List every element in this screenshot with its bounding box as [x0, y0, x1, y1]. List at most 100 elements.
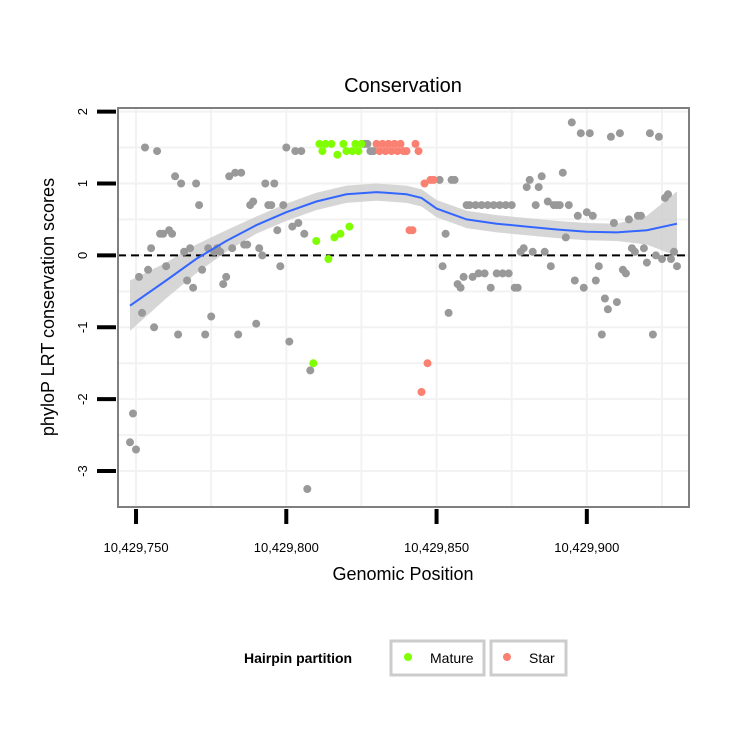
point-other-2	[132, 445, 140, 454]
point-other-118	[594, 262, 603, 271]
point-other-94	[522, 183, 531, 192]
point-mature-5	[324, 255, 333, 263]
point-other-1	[129, 409, 137, 418]
point-other-101	[543, 197, 552, 206]
point-other-125	[615, 129, 624, 138]
point-mature-1	[312, 237, 321, 245]
point-other-6	[144, 265, 153, 274]
smooth-line	[129, 191, 678, 307]
panel-background	[118, 108, 689, 507]
point-other-41	[249, 197, 258, 206]
point-star-13	[411, 139, 420, 148]
point-other-20	[186, 244, 195, 253]
point-mature-13	[348, 147, 357, 156]
point-other-34	[228, 244, 237, 253]
x-tick-label-0: 10,429,750	[103, 540, 168, 555]
point-other-96	[528, 247, 537, 256]
point-other-111	[573, 211, 582, 220]
point-other-78	[474, 269, 483, 278]
point-other-123	[609, 219, 618, 227]
point-other-98	[534, 183, 543, 192]
point-other-60	[306, 366, 315, 375]
point-star-19	[429, 175, 438, 184]
point-other-121	[603, 305, 612, 314]
y-tick-label-4: 1	[75, 180, 90, 187]
point-other-120	[600, 294, 609, 303]
legend: Hairpin partition Mature Star	[244, 639, 568, 677]
point-other-49	[273, 226, 282, 235]
point-other-56	[294, 219, 303, 227]
smooth-line-group	[129, 191, 678, 307]
point-other-22	[192, 179, 201, 188]
point-mature-11	[342, 147, 351, 156]
point-other-109	[567, 118, 576, 127]
point-mature-6	[327, 139, 336, 148]
point-star-7	[393, 147, 402, 156]
point-other-42	[252, 319, 261, 328]
point-other-21	[189, 283, 198, 292]
point-mature-3	[318, 147, 327, 156]
point-other-133	[639, 244, 648, 253]
point-star-12	[408, 226, 417, 235]
y-tick-label-0: -3	[75, 465, 90, 477]
point-mature-10	[339, 139, 348, 148]
point-star-2	[378, 139, 387, 148]
point-other-51	[279, 201, 288, 210]
point-other-117	[591, 276, 600, 285]
point-star-17	[423, 359, 432, 368]
point-other-112	[576, 129, 585, 138]
point-other-31	[219, 280, 228, 289]
point-star-8	[396, 139, 405, 148]
point-other-54	[288, 222, 297, 231]
x-tick-label-3: 10,429,900	[554, 540, 619, 555]
point-other-79	[477, 201, 486, 210]
point-other-82	[486, 283, 495, 292]
point-other-88	[504, 269, 513, 278]
point-mature-12	[345, 222, 354, 231]
point-other-58	[300, 229, 309, 238]
y-axis-title: phyloP LRT conservation scores	[38, 178, 58, 436]
point-other-44	[258, 251, 267, 260]
point-other-24	[198, 265, 207, 274]
point-other-30	[216, 247, 225, 256]
point-star-15	[417, 388, 426, 396]
point-other-100	[540, 247, 549, 256]
point-other-102	[546, 262, 555, 271]
point-other-105	[555, 201, 564, 210]
y-tick-label-3: 0	[75, 252, 90, 259]
point-other-127	[621, 269, 630, 278]
point-other-75	[465, 201, 474, 210]
point-star-3	[381, 147, 390, 156]
point-other-65	[435, 175, 444, 184]
point-other-70	[450, 175, 459, 184]
legend-label-star: Star	[529, 650, 555, 666]
point-other-97	[531, 201, 540, 210]
point-other-67	[441, 229, 450, 238]
point-other-110	[570, 276, 579, 285]
point-star-6	[390, 139, 399, 148]
point-other-52	[282, 143, 291, 152]
point-other-81	[483, 201, 492, 210]
point-other-62	[363, 139, 372, 148]
point-mature-16	[357, 139, 366, 148]
point-other-138	[654, 132, 663, 141]
x-axis: 10,429,750 10,429,800 10,429,850 10,429,900	[103, 509, 619, 555]
point-star-0	[372, 139, 381, 148]
point-other-83	[489, 201, 498, 210]
point-other-43	[255, 244, 264, 253]
point-other-139	[658, 255, 666, 263]
point-other-27	[207, 312, 216, 321]
x-axis-title: Genomic Position	[332, 564, 473, 584]
legend-key-box-mature	[389, 639, 486, 677]
point-other-144	[673, 262, 681, 271]
point-other-113	[579, 283, 588, 292]
point-other-85	[495, 201, 504, 210]
point-other-80	[480, 269, 489, 278]
point-other-16	[174, 330, 183, 339]
x-tick-label-1: 10,429,800	[254, 540, 319, 555]
plot-panel	[117, 107, 690, 508]
point-star-1	[375, 147, 384, 156]
x-tick-label-2: 10,429,850	[404, 540, 469, 555]
